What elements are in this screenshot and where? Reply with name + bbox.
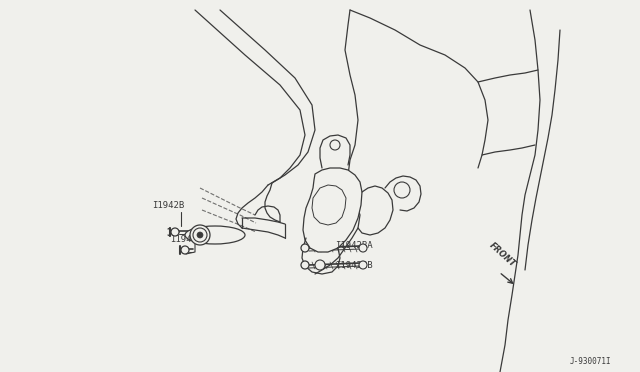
Circle shape [359, 244, 367, 252]
Text: I1940: I1940 [170, 235, 197, 244]
Text: FRONT: FRONT [487, 241, 517, 269]
Text: I1942BB: I1942BB [335, 261, 372, 270]
Circle shape [359, 261, 367, 269]
Circle shape [181, 246, 189, 254]
Circle shape [197, 232, 203, 238]
Text: I1942BA: I1942BA [335, 241, 372, 250]
Circle shape [171, 228, 179, 236]
Circle shape [193, 228, 207, 242]
Ellipse shape [190, 225, 210, 245]
Circle shape [315, 260, 325, 270]
Ellipse shape [185, 226, 245, 244]
Circle shape [301, 244, 309, 252]
Circle shape [394, 182, 410, 198]
Circle shape [301, 261, 309, 269]
Text: J-930071I: J-930071I [570, 357, 612, 366]
Polygon shape [303, 168, 362, 252]
Polygon shape [312, 185, 346, 225]
Text: I1942B: I1942B [152, 201, 184, 210]
Circle shape [330, 140, 340, 150]
